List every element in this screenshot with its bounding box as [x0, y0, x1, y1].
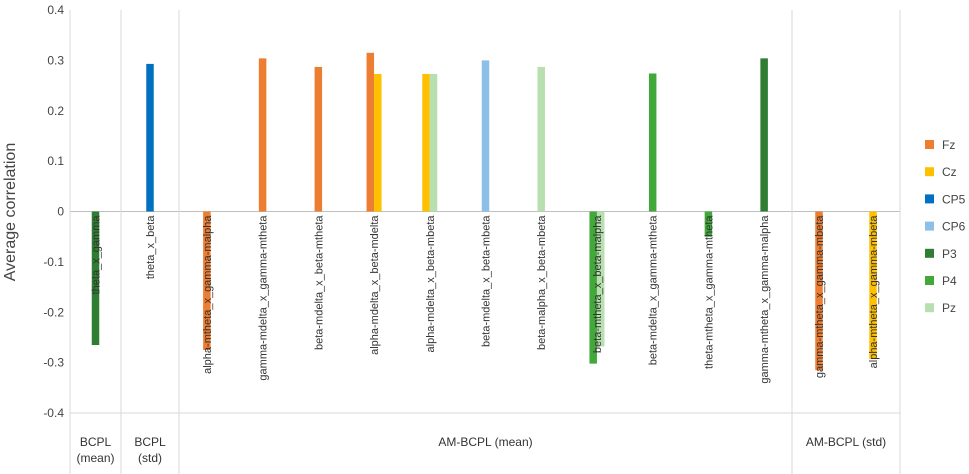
group-label: BCPL: [80, 435, 112, 449]
group-label: (mean): [76, 451, 114, 465]
bar-P3: [760, 58, 768, 212]
legend-label: P4: [942, 274, 957, 288]
bar-Pz: [596, 211, 605, 347]
legend-label: Pz: [942, 301, 956, 315]
legend-label: Cz: [942, 165, 957, 179]
legend: Fz Cz CP5 CP6 P3 P4 Pz: [925, 138, 966, 315]
bar-CP5: [146, 63, 154, 212]
y-tick-label: 0.1: [47, 154, 64, 168]
bar-P4: [704, 211, 713, 237]
category-label: gamma-mtheta_x_gamma-malpha: [759, 215, 771, 384]
category-label: theta-mtheta_x_gamma-mtheta: [703, 215, 715, 369]
legend-label: CP5: [942, 192, 966, 206]
bar-Cz: [374, 73, 382, 212]
group-label: AM-BCPL (std): [806, 435, 886, 449]
category-label: gamma-mdelta_x_gamma-mtheta: [258, 215, 270, 381]
group-label: BCPL: [134, 435, 166, 449]
legend-swatch: [925, 221, 934, 231]
category-label: alpha-mdelta_x_beta-mbeta: [425, 215, 437, 353]
bar-Pz: [429, 73, 438, 212]
category-labels: theta_x_gamma theta_x_beta alpha-mtheta_x_…: [91, 215, 881, 384]
category-label: beta-malpha_x_beta-mbeta: [536, 215, 548, 350]
group-axis: BCPL (mean) BCPL (std) AM-BCPL (mean) AM-BCPL…: [69, 10, 901, 474]
y-tick-label: -0.1: [43, 255, 64, 269]
bar-Fz: [366, 52, 375, 212]
y-tick-label: 0: [57, 205, 64, 219]
bar-Fz: [815, 211, 823, 371]
bar-P4: [648, 73, 657, 212]
category-label: alpha-mtheta_x_gamma-malpha: [202, 215, 214, 374]
bar-Cz: [422, 73, 430, 212]
bar-Fz: [258, 58, 267, 212]
bar-Fz: [203, 211, 211, 351]
category-label: theta_x_gamma: [91, 215, 103, 295]
legend-swatch: [925, 194, 934, 204]
y-tick-label: 0.2: [47, 104, 64, 118]
category-label: alpha-mdelta_x_beta-mdelta: [369, 215, 381, 355]
bars: [91, 52, 877, 371]
y-tick-label: -0.2: [43, 305, 64, 319]
bar-CP6: [481, 60, 490, 212]
legend-swatch: [925, 248, 934, 258]
y-tick-label: -0.3: [43, 356, 64, 370]
y-tick-label: 0.4: [47, 3, 64, 17]
legend-swatch: [925, 167, 934, 177]
legend-label: CP6: [942, 220, 966, 234]
legend-label: P3: [942, 247, 957, 261]
bar-Pz: [537, 66, 545, 212]
y-tick-label: 0.3: [47, 53, 64, 67]
category-label: beta-mtheta_x_beta-malpha: [592, 215, 604, 353]
category-label: beta-mdelta_x_gamma-mtheta: [648, 215, 660, 366]
bar-P4: [589, 211, 597, 364]
legend-label: Fz: [942, 138, 955, 152]
category-label: theta_x_beta: [145, 215, 157, 279]
y-tick-label: -0.4: [43, 406, 64, 420]
bar-P3: [91, 211, 100, 345]
legend-swatch: [925, 303, 934, 313]
bar-Fz: [314, 66, 323, 212]
y-axis: 0.4 0.3 0.2 0.1 0 -0.1 -0.2 -0.3 -0.4: [43, 3, 900, 420]
category-label: beta-mdelta_x_beta-mtheta: [313, 215, 325, 350]
group-label: AM-BCPL (mean): [438, 435, 532, 449]
category-label: beta-mdelta_x_beta-mbeta: [481, 215, 493, 347]
legend-swatch: [925, 140, 934, 149]
legend-swatch: [925, 276, 934, 285]
y-axis-label: Average correlation: [2, 143, 19, 281]
category-label: gamma-mtheta_x_gamma-mbeta: [814, 215, 826, 379]
bar-Cz: [869, 211, 877, 360]
group-label: (std): [138, 451, 162, 465]
category-label: alpha-mtheta_x_gamma-mbeta: [868, 215, 880, 369]
